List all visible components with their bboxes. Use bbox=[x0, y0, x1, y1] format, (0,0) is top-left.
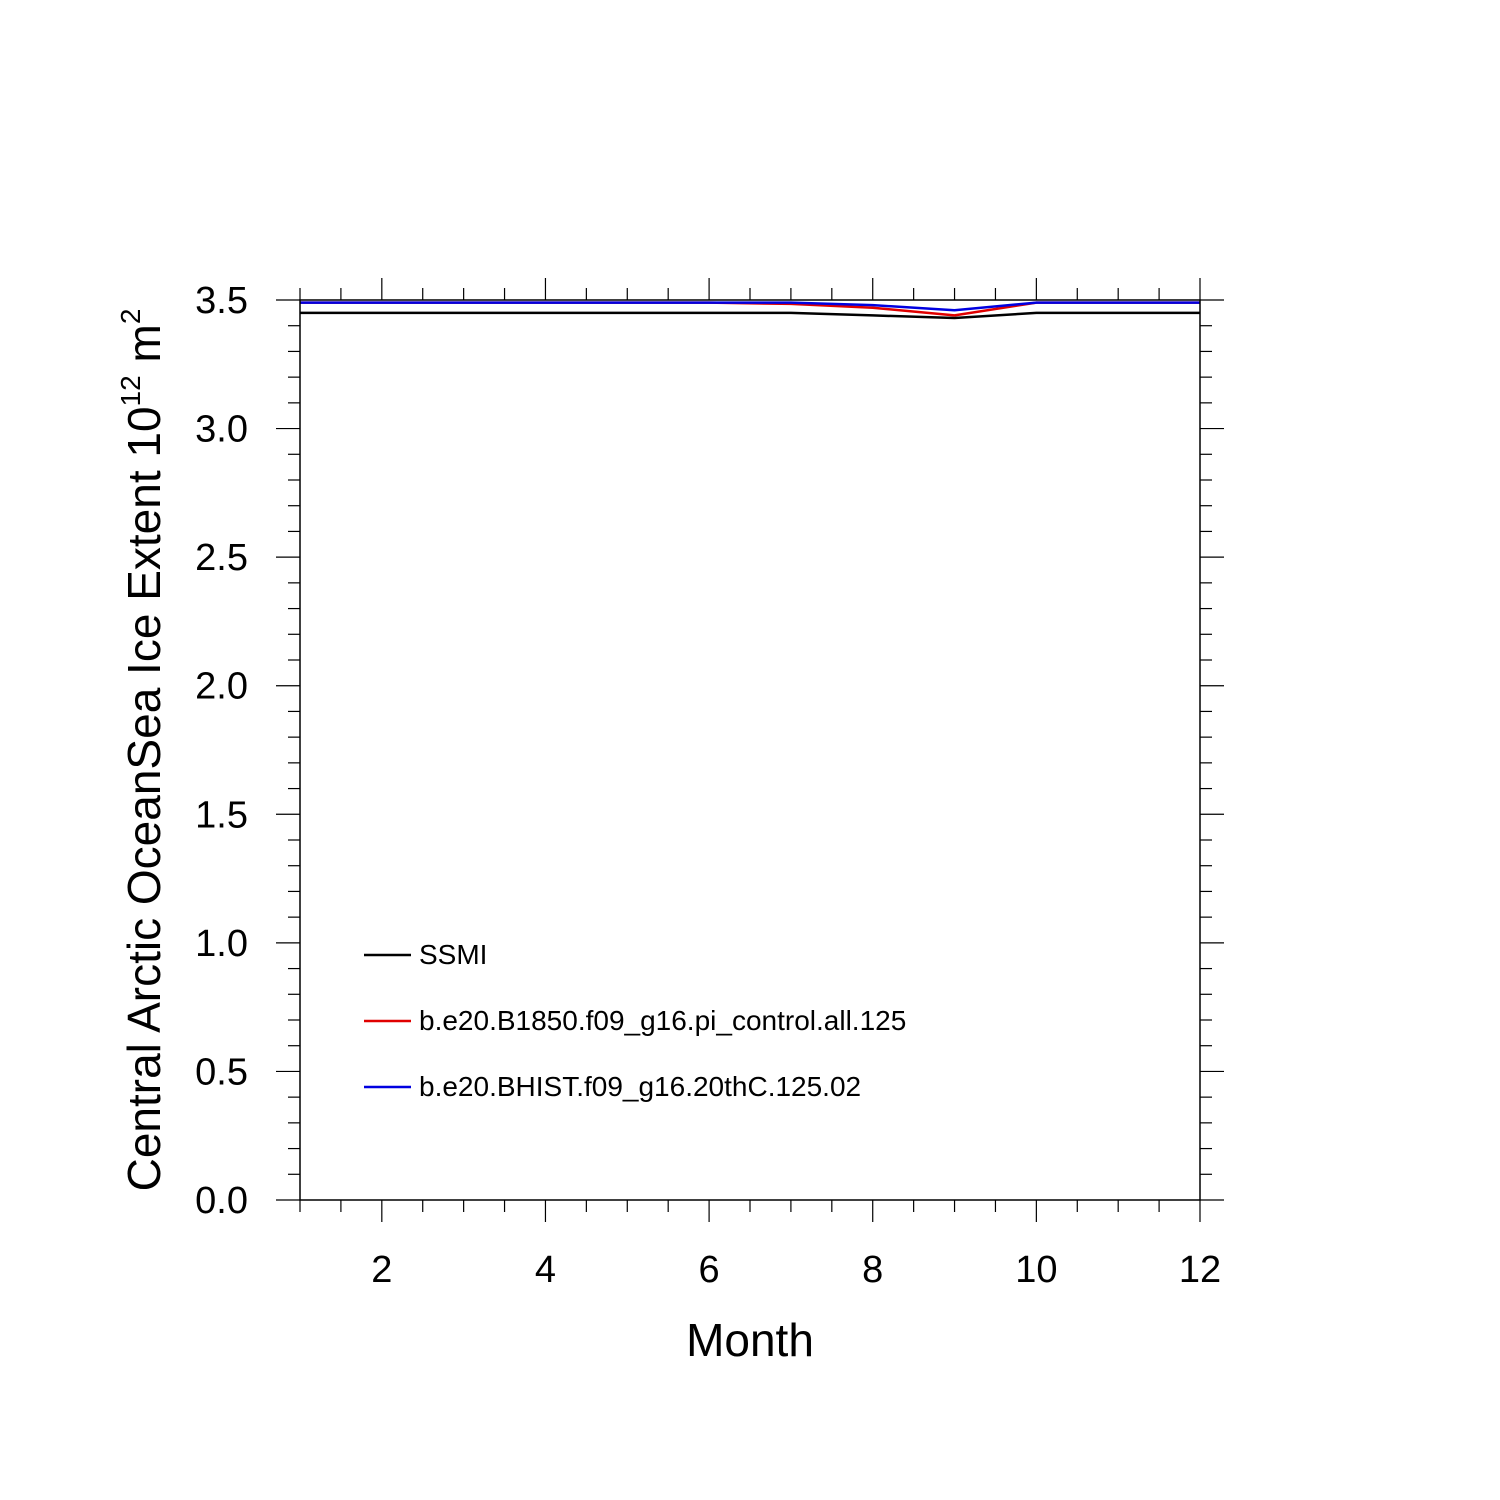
x-tick-label: 2 bbox=[371, 1249, 392, 1291]
axis-ticks bbox=[276, 278, 1224, 1222]
y-axis-label-unit: m bbox=[118, 324, 170, 375]
x-tick-label: 4 bbox=[535, 1249, 556, 1291]
legend-label-2: b.e20.B1850.f09_g16.pi_control.all.125 bbox=[419, 1005, 906, 1036]
x-tick-label: 12 bbox=[1179, 1249, 1221, 1291]
y-tick-label: 1.0 bbox=[195, 923, 248, 965]
x-tick-label: 10 bbox=[1015, 1249, 1057, 1291]
series-line-1 bbox=[300, 311, 1200, 320]
x-tick-label: 6 bbox=[699, 1249, 720, 1291]
y-axis-label-prefix: Central Arctic OceanSea Ice Extent 10 bbox=[118, 406, 170, 1191]
y-tick-label: 2.5 bbox=[195, 537, 248, 579]
y-axis-label-exponent-2: 2 bbox=[115, 309, 146, 325]
tick-labels: 2 4 6 8 10 12 0.0 0.5 1.0 1.5 2.0 2.5 3.0 3.5 bbox=[195, 280, 1221, 1291]
y-tick-label: 3.5 bbox=[195, 280, 248, 322]
y-tick-label: 0.0 bbox=[195, 1180, 248, 1222]
y-tick-label: 3.0 bbox=[195, 409, 248, 451]
legend-label-3: b.e20.BHIST.f09_g16.20thC.125.02 bbox=[419, 1071, 861, 1102]
x-axis-label: Month bbox=[686, 1314, 814, 1366]
series-lines bbox=[300, 301, 1200, 320]
y-tick-label: 2.0 bbox=[195, 666, 248, 708]
x-tick-label: 8 bbox=[862, 1249, 883, 1291]
series-line-3 bbox=[300, 301, 1200, 312]
legend: SSMI b.e20.B1850.f09_g16.pi_control.all.1… bbox=[364, 939, 906, 1102]
y-tick-label: 0.5 bbox=[195, 1051, 248, 1093]
y-axis-label: Central Arctic OceanSea Ice Extent 1012 … bbox=[115, 309, 170, 1192]
legend-label-1: SSMI bbox=[419, 939, 487, 970]
plot-frame bbox=[299, 299, 1201, 1201]
y-axis-label-exponent-1: 12 bbox=[115, 375, 146, 406]
y-tick-label: 1.5 bbox=[195, 794, 248, 836]
